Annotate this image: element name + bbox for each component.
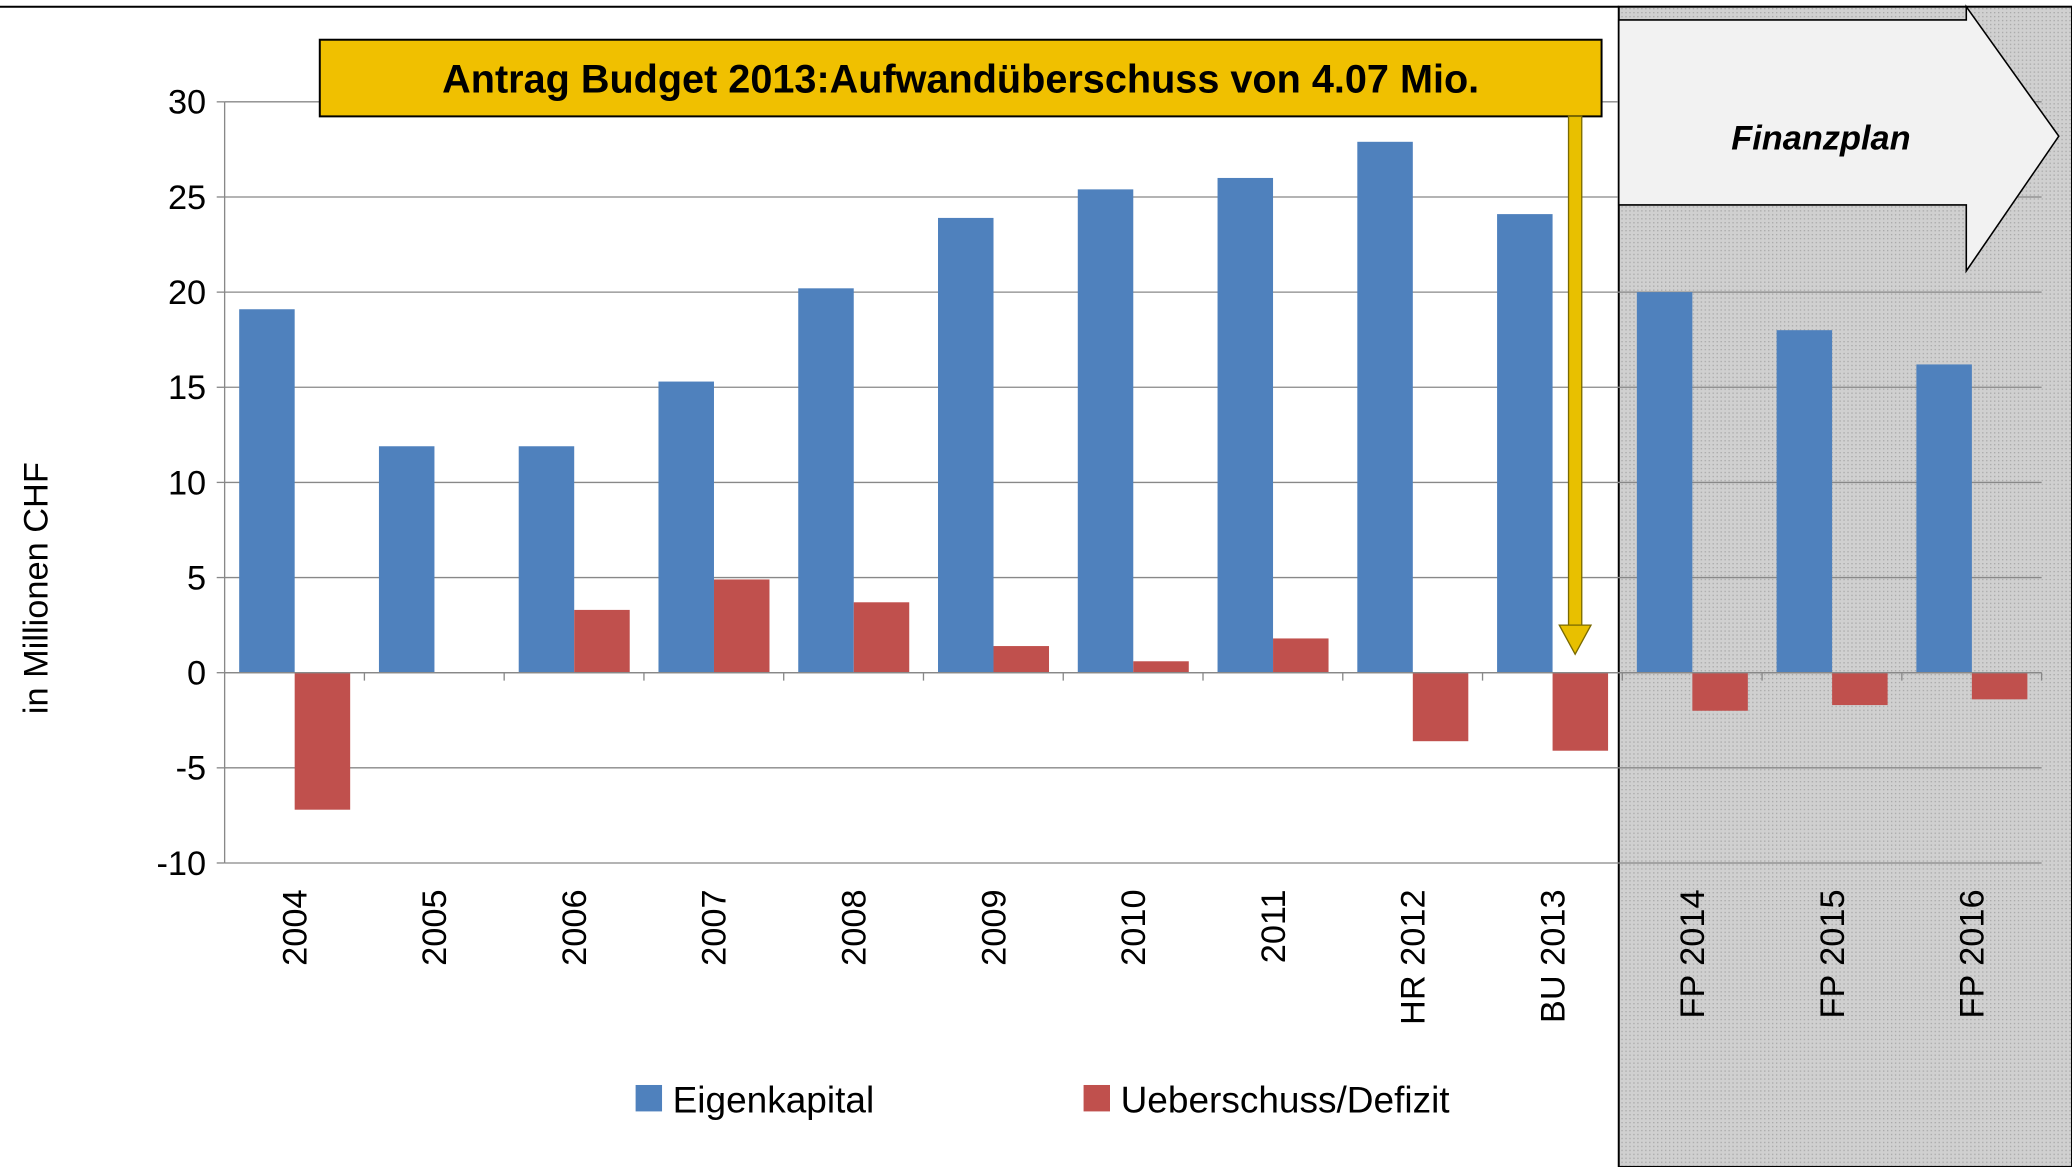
x-tick-label: BU 2013: [1534, 889, 1572, 1023]
y-tick-label: 10: [168, 464, 206, 502]
region-label: Finanzplan: [1731, 119, 1910, 157]
bar: [518, 446, 575, 673]
x-tick-label: 2004: [276, 889, 314, 965]
x-tick-label: 2009: [975, 889, 1013, 965]
forecast-arrow: [1617, 4, 2060, 274]
bar: [1077, 189, 1134, 673]
bar: [853, 602, 910, 673]
bar: [1357, 141, 1413, 673]
legend-swatch: [1083, 1084, 1110, 1112]
bar: [1916, 364, 1972, 673]
legend-label: Ueberschuss/Defizit: [1121, 1080, 1451, 1121]
x-tick-label: 2010: [1115, 889, 1153, 965]
bar: [1552, 672, 1609, 751]
bar: [798, 288, 854, 673]
bar: [1636, 292, 1693, 673]
bar: [1832, 672, 1888, 706]
y-tick-label: 15: [168, 369, 206, 407]
annotation-arrow: [1567, 115, 1583, 626]
bar: [1497, 214, 1553, 673]
y-tick-label: 20: [168, 274, 206, 312]
x-tick-label: HR 2012: [1395, 889, 1433, 1025]
bar: [713, 579, 770, 673]
x-tick-label: FP 2015: [1814, 889, 1852, 1018]
bar: [1692, 672, 1748, 711]
x-tick-label: FP 2014: [1674, 889, 1712, 1018]
bar: [1133, 661, 1189, 673]
x-tick-label: 2011: [1255, 889, 1293, 963]
bar: [1217, 177, 1274, 673]
x-tick-label: 2007: [696, 889, 734, 965]
annotation-box: [318, 38, 1603, 118]
bar: [378, 446, 435, 673]
y-tick-label: -10: [157, 845, 207, 883]
annotation: Antrag Budget 2013:Aufwandüberschuss von…: [442, 58, 1479, 102]
annotation-arrowhead: [1558, 624, 1593, 656]
y-axis-title: in Millionen CHF: [18, 462, 56, 714]
y-tick-label: 30: [168, 84, 206, 122]
plot: -10 -5 0 5 10 15 20 25 30 2004 2005 2006 2007 2008 200…: [157, 84, 2043, 1025]
bar: [1776, 330, 1833, 673]
y-tick-label: -5: [176, 750, 207, 788]
bar: [294, 672, 351, 810]
bar: [239, 309, 295, 673]
legend-label: Eigenkapital: [673, 1080, 875, 1121]
y-tick-label: 5: [187, 559, 206, 597]
bar: [574, 609, 630, 673]
y-tick-label: 25: [168, 179, 206, 217]
bar: [938, 217, 994, 673]
x-tick-label: 2005: [416, 889, 454, 965]
x-tick-label: 2006: [556, 889, 594, 965]
bar: [1273, 638, 1329, 673]
x-tick-label: FP 2016: [1954, 889, 1992, 1018]
legend-swatch: [635, 1084, 663, 1112]
y-tick-label: 0: [187, 655, 206, 693]
bar: [993, 646, 1050, 673]
bar: [1971, 672, 2028, 700]
x-tick-label: 2008: [835, 889, 873, 965]
bar: [1412, 672, 1469, 742]
bar: [658, 381, 714, 673]
